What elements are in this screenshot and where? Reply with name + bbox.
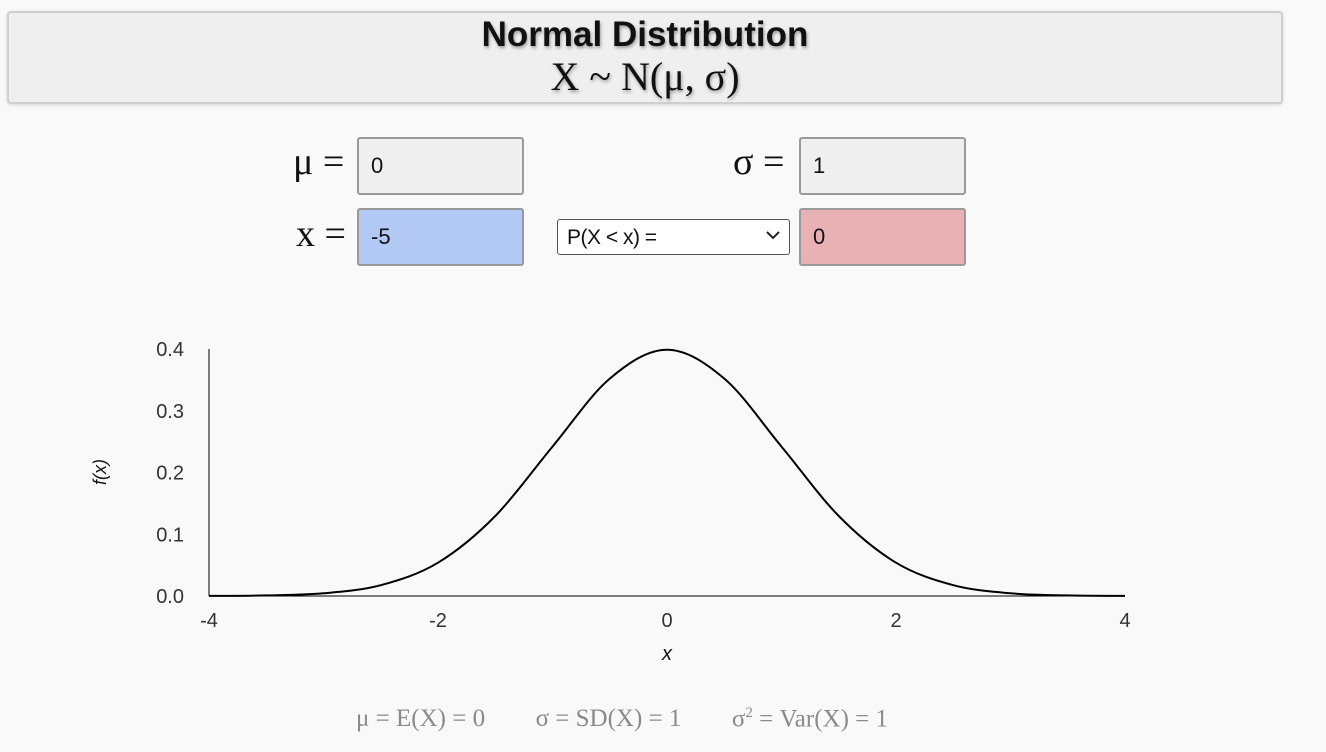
x-tick-label: 4 <box>1119 610 1130 632</box>
mu-input[interactable] <box>357 137 524 195</box>
probability-result <box>799 208 966 266</box>
probability-type-label: P(X < x) = <box>567 226 657 249</box>
sigma-input[interactable] <box>799 137 966 195</box>
mean-stat: μ = E(X) = 0 <box>356 705 486 733</box>
probability-type-select[interactable]: P(X < x) = <box>557 219 790 255</box>
y-tick-label: 0.1 <box>156 524 184 546</box>
variance-value: = Var(X) = 1 <box>752 705 889 733</box>
header-panel: Normal Distribution X ~ N(μ, σ) <box>7 11 1283 104</box>
x-tick-label: 2 <box>890 610 901 632</box>
x-label: x = <box>296 213 346 255</box>
x-tick-label: -2 <box>429 610 447 632</box>
sigma-label: σ = <box>733 141 785 183</box>
variance-stat: σ2 = Var(X) = 1 <box>732 705 888 733</box>
y-tick-label: 0.0 <box>156 586 184 608</box>
x-axis-label: x <box>661 643 673 665</box>
y-tick-label: 0.4 <box>156 339 184 361</box>
variance-symbol: σ <box>731 705 746 733</box>
y-axis-label: f(x) <box>90 459 110 485</box>
sd-stat: σ = SD(X) = 1 <box>535 705 682 733</box>
page-title: Normal Distribution <box>481 15 809 54</box>
density-chart: 0.0 0.1 0.2 0.3 0.4 -4 -2 0 2 4 x f(x) <box>90 339 1131 665</box>
density-curve <box>208 348 1126 597</box>
x-tick-label: 0 <box>661 610 672 632</box>
summary-statistics: μ = E(X) = 0 σ = SD(X) = 1 σ2 = Var(X) =… <box>356 705 888 733</box>
distribution-notation: X ~ N(μ, σ) <box>550 54 740 99</box>
x-tick-label: -4 <box>200 610 218 632</box>
mu-label: μ = <box>293 141 345 183</box>
x-input[interactable] <box>357 208 524 266</box>
y-tick-label: 0.2 <box>156 463 184 485</box>
variance-exponent: 2 <box>745 705 753 721</box>
chevron-down-icon <box>766 231 780 240</box>
y-tick-label: 0.3 <box>156 401 184 423</box>
